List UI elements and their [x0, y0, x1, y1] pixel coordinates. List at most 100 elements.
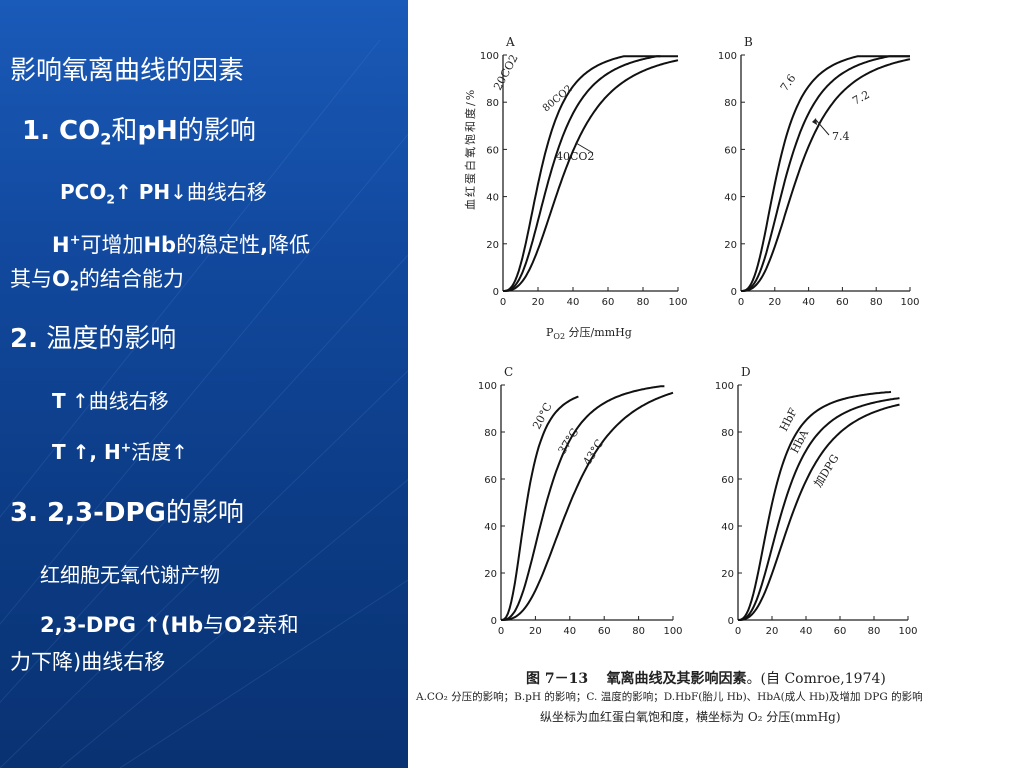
- panel-letter-d: D: [741, 365, 751, 379]
- y-tick-label: 20: [484, 569, 497, 580]
- panel-letter-c: C: [504, 365, 513, 379]
- section-3-num: 3. 2,3-DPG: [10, 498, 166, 528]
- dpg-text: 2,3-DPG: [40, 613, 144, 637]
- series-label-d-2: HbA: [788, 427, 812, 456]
- o2-text: O: [52, 267, 70, 291]
- section-3-heading: 3. 2,3-DPG的影响: [10, 492, 244, 529]
- section-3-line-2: 2,3-DPG ↑(Hb与O2亲和: [40, 609, 299, 639]
- h-ion: H: [52, 233, 70, 257]
- temp-h-sup: +: [120, 439, 132, 455]
- x-tick-label: 0: [498, 626, 504, 637]
- series-line-a-1: [502, 55, 661, 292]
- series-line-c-1: [500, 395, 579, 621]
- dpg-decline: 力下降: [10, 650, 73, 674]
- section-2-line-1: T ↑曲线右移: [52, 385, 169, 414]
- series-label-c-1: 20°C: [530, 401, 555, 432]
- pco2-label: PCO: [60, 180, 107, 204]
- figure-caption-line-1: 图 7－13 氧离曲线及其影响因素。(自 Comroe,1974): [526, 668, 886, 688]
- y-axis-title: 血红蛋白氧饱和度/%: [463, 88, 477, 210]
- lower-text: 降低: [268, 233, 311, 257]
- increase-text: 可增加: [80, 233, 144, 257]
- caption-source: 。(自 Comroe,1974): [746, 671, 886, 687]
- x-tick-label: 100: [668, 297, 687, 308]
- y-tick-label: 100: [478, 381, 497, 392]
- y-tick-label: 40: [486, 193, 499, 204]
- section-3-title: 的影响: [165, 498, 244, 528]
- section-1-and: 和: [111, 116, 138, 146]
- series-label-c-2: 37°C: [556, 426, 582, 457]
- series-label-d-3: 加DPG: [812, 452, 842, 489]
- dpg-shift: )曲线右移: [73, 650, 166, 674]
- ph-label: ↑ PH: [114, 180, 171, 204]
- y-tick-label: 60: [484, 475, 497, 486]
- x-tick-label: 40: [800, 626, 813, 637]
- series-line-a-3: [503, 59, 679, 292]
- x-tick-label: 0: [500, 297, 506, 308]
- x-tick-label: 100: [898, 626, 917, 637]
- y-tick-label: 0: [491, 616, 497, 627]
- background-rays: [0, 39, 408, 768]
- series-label-b-3: 7.2: [850, 88, 872, 108]
- section-1-heading: 1. CO2和pH的影响: [22, 110, 256, 149]
- panel-letter-b: B: [744, 35, 753, 49]
- y-tick-label: 80: [724, 98, 737, 109]
- h-ion-sup: +: [69, 233, 81, 249]
- leader-arrow-74: [812, 118, 817, 125]
- caption-fig-number: 图 7－13: [526, 671, 589, 687]
- x-tick-label: 80: [637, 297, 650, 308]
- section-1-line-2: H+可增加Hb的稳定性,降低: [52, 229, 310, 259]
- figure-caption-line-2: A.CO₂ 分压的影响；B.pH 的影响；C. 温度的影响；D.HbF(胎儿 H…: [416, 691, 923, 703]
- x-tick-label: 60: [834, 626, 847, 637]
- panel-letter-a: A: [505, 35, 515, 49]
- series-label-c-3: 43°C: [581, 437, 607, 468]
- comma: ,: [260, 233, 269, 257]
- y-tick-label: 40: [724, 193, 737, 204]
- hb-text: Hb: [143, 233, 177, 257]
- x-tick-label: 40: [563, 626, 576, 637]
- dpg-hb: ↑(Hb: [143, 613, 204, 637]
- oxygen-dissociation-figure: A 0 20 40 60 80 100 0 20 40 60 80 100 20CO2 40CO2 80CO2…: [408, 0, 1024, 768]
- stability-text: 的稳定性: [176, 233, 261, 257]
- x-tick-label: 0: [738, 297, 744, 308]
- y-tick-label: 60: [486, 145, 499, 156]
- y-tick-label: 20: [486, 240, 499, 251]
- x-tick-label: 100: [900, 297, 919, 308]
- y-tick-label: 100: [480, 51, 499, 62]
- temp-t-2: T: [52, 440, 66, 464]
- series-line-d-1: [737, 390, 892, 621]
- y-tick-label: 80: [721, 428, 734, 439]
- shift-right-text: ↓曲线右移: [170, 180, 267, 204]
- x-tick-label: 20: [768, 297, 781, 308]
- o2-sub: 2: [69, 279, 79, 295]
- temp-h: ↑, H: [65, 440, 121, 464]
- series-label-a-3: 80CO2: [541, 83, 575, 114]
- temp-shift: ↑曲线右移: [65, 389, 169, 413]
- series-label-a-2: 40CO2: [556, 150, 594, 163]
- y-tick-label: 0: [728, 616, 734, 627]
- x-tick-label: 40: [567, 297, 580, 308]
- x-tick-label: 0: [735, 626, 741, 637]
- section-1-line-1: PCO2↑ PH↓曲线右移: [60, 176, 267, 206]
- y-tick-label: 20: [721, 569, 734, 580]
- series-label-d-1: HbF: [777, 406, 800, 434]
- series-line-a-2: [503, 55, 678, 292]
- series-line-b-2: [741, 55, 910, 292]
- x-tick-label: 20: [532, 297, 545, 308]
- section-2-heading: 2. 温度的影响: [10, 318, 176, 355]
- section-1-line-3: 其与O2的结合能力: [10, 263, 184, 295]
- activity-text: 活度↑: [131, 440, 188, 464]
- section-1-tail: 的影响: [177, 116, 256, 146]
- series-line-b-3: [741, 58, 911, 292]
- x-tick-label: 60: [836, 297, 849, 308]
- series-label-b-2: 7.4: [832, 130, 850, 143]
- y-tick-label: 20: [724, 240, 737, 251]
- series-line-d-3: [738, 403, 900, 621]
- with-text: 其与: [10, 267, 52, 291]
- y-tick-label: 60: [724, 145, 737, 156]
- x-tick-label: 20: [766, 626, 779, 637]
- temp-t: T: [52, 389, 66, 413]
- caption-title: 氧离曲线及其影响因素: [606, 671, 747, 687]
